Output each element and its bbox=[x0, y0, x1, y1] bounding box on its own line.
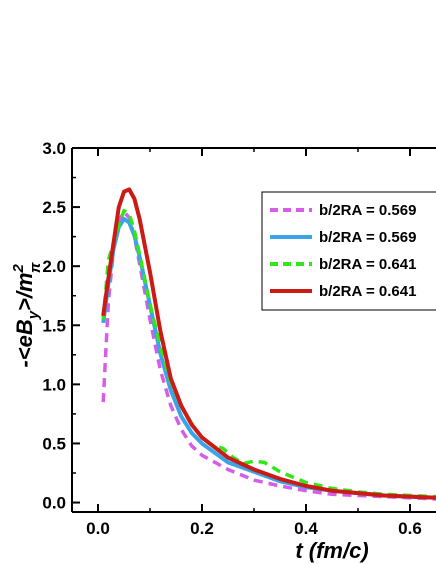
y-tick-label: 0.0 bbox=[42, 494, 66, 513]
x-axis-title: t (fm/c) bbox=[295, 538, 368, 563]
y-tick-label: 3.0 bbox=[42, 139, 66, 158]
legend: b/2RA = 0.569 b/2RA = 0.569 b/2RA = 0.641 b… bbox=[261, 191, 436, 311]
y-axis-title: -<eBy>/m2π bbox=[10, 262, 44, 368]
legend-label-2: b/2RA = 0.569 bbox=[319, 229, 416, 246]
series-group bbox=[101, 187, 436, 501]
y-tick-label: 0.5 bbox=[42, 434, 66, 453]
legend-label-1: b/2RA = 0.569 bbox=[319, 202, 416, 219]
x-tick-label: 0.4 bbox=[294, 519, 318, 538]
legend-label-4: b/2RA = 0.641 bbox=[319, 283, 416, 300]
y-tick-label: 1.0 bbox=[42, 375, 66, 394]
x-tick-label: 0.6 bbox=[398, 519, 422, 538]
svg-text:-<eBy>/m2π: -<eBy>/m2π bbox=[10, 262, 44, 368]
x-tick-label: 0.2 bbox=[190, 519, 214, 538]
y-tick-label: 2.0 bbox=[42, 257, 66, 276]
x-tick-label: 0.0 bbox=[86, 519, 110, 538]
ticks: 0.0 0.5 1.0 1.5 2.0 2.5 3.0 0.0 0.2 0.4 0.6 bbox=[42, 139, 421, 538]
y-tick-label: 2.5 bbox=[42, 198, 66, 217]
legend-label-3: b/2RA = 0.641 bbox=[319, 256, 416, 273]
series-line-4 bbox=[101, 187, 436, 500]
y-tick-label: 1.5 bbox=[42, 316, 66, 335]
series-line-3 bbox=[101, 208, 436, 499]
